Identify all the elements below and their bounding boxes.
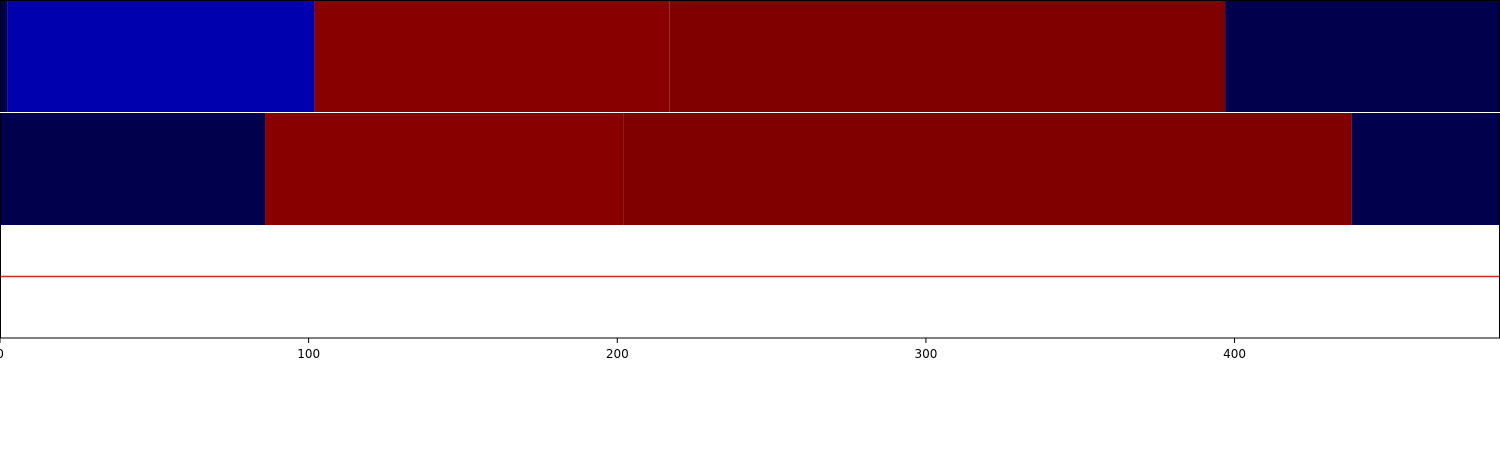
heatmap-cell-row-2 [623,113,1352,225]
x-tick-label: 200 [606,347,629,361]
heatmap-cell-row-1 [314,0,670,112]
x-tick-label: 300 [914,347,937,361]
heatmap-cell-row-2 [0,113,266,225]
heatmap-cell-row-1 [669,0,1226,112]
heatmap-cell-row-1 [1225,0,1500,112]
x-tick-label: 100 [297,347,320,361]
heatmap-cell-row-2 [265,113,624,225]
x-tick-label: 400 [1223,347,1246,361]
x-tick-label: 0 [0,347,4,361]
heatmap-cell-row-1 [0,0,8,112]
heatmap-cell-row-2 [1351,113,1500,225]
heatmap-layer [0,0,1500,225]
heatmap-cell-row-1 [7,0,315,112]
